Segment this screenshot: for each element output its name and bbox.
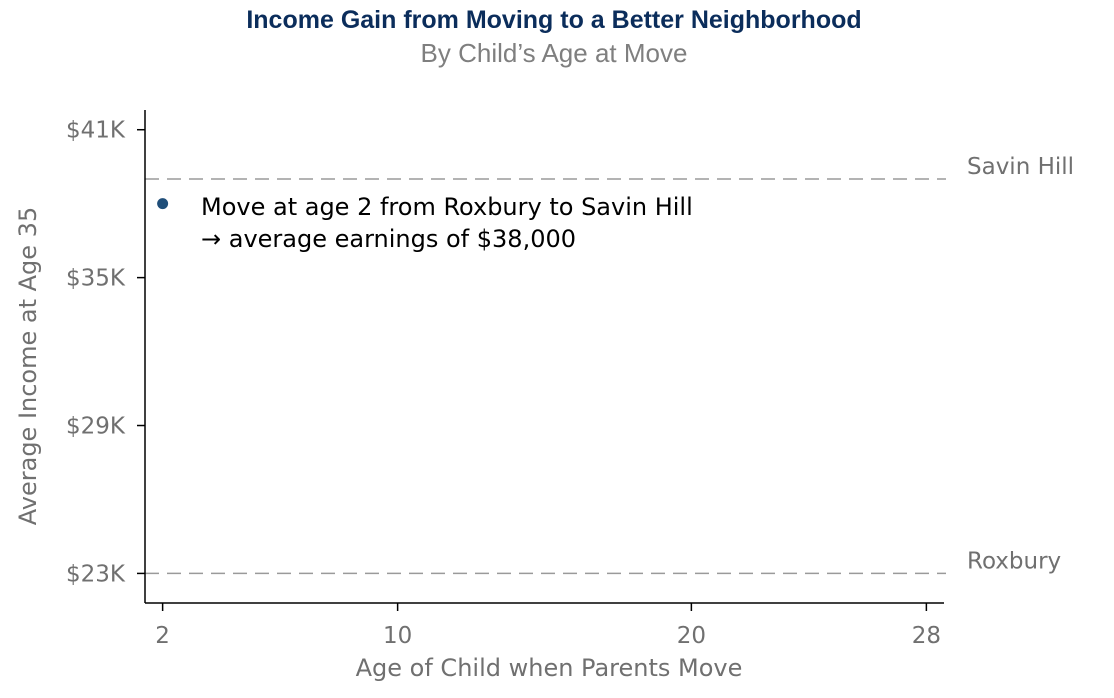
reference-line-label: Roxbury [967, 548, 1061, 574]
x-tick-label: 28 [912, 623, 941, 649]
y-axis-label: Average Income at Age 35 [14, 207, 42, 525]
x-axis-ticks: 2 10 20 28 [155, 603, 941, 649]
chart-subtitle: By Child’s Age at Move [421, 38, 688, 68]
annotation-line-2: → average earnings of $38,000 [201, 225, 576, 253]
reference-line-label: Savin Hill [967, 154, 1074, 180]
reference-lines: Savin Hill Roxbury [145, 154, 1074, 574]
x-tick-label: 2 [155, 623, 170, 649]
y-tick-label: $41K [66, 118, 126, 144]
y-tick-label: $35K [66, 266, 126, 292]
y-axis-ticks: $23K $29K $35K $41K [66, 118, 145, 587]
annotation-line-1: Move at age 2 from Roxbury to Savin Hill [201, 193, 693, 221]
x-tick-label: 20 [677, 623, 706, 649]
y-tick-label: $23K [66, 561, 126, 587]
y-tick-label: $29K [66, 414, 126, 440]
x-tick-label: 10 [383, 623, 412, 649]
data-point [157, 198, 169, 210]
data-points [157, 198, 169, 210]
chart-title: Income Gain from Moving to a Better Neig… [246, 6, 861, 34]
x-axis-label: Age of Child when Parents Move [356, 654, 743, 682]
